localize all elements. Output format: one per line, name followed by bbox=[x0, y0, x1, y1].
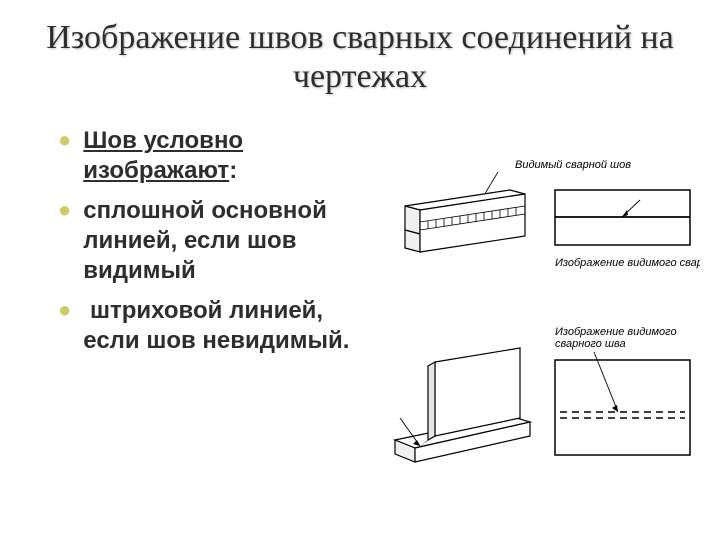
bullet-marker-icon: ● bbox=[58, 196, 71, 225]
diagram-label: Изображение видимого сварного шва bbox=[555, 257, 700, 269]
list-item: ● штриховой линией, если шов невидимый. bbox=[58, 296, 358, 356]
diagram-area: Видимый сварной шов bbox=[380, 160, 700, 500]
diagram-label: Видимый сварной шов bbox=[515, 160, 631, 171]
bullet-list: ● Шов условно изображают: ● сплошной осн… bbox=[58, 126, 358, 366]
diagram-label: Изображение видимого сварного шва bbox=[555, 326, 680, 350]
bullet-text: штриховой линией, если шов невидимый. bbox=[83, 296, 358, 356]
bullet-text: сплошной основной линией, если шов видим… bbox=[83, 196, 358, 286]
welding-diagram: Видимый сварной шов bbox=[380, 160, 700, 500]
bullet-marker-icon: ● bbox=[58, 296, 71, 325]
list-item: ● Шов условно изображают: bbox=[58, 126, 358, 186]
bullet-marker-icon: ● bbox=[58, 126, 71, 155]
page-title: Изображение швов сварных соединений на ч… bbox=[0, 18, 720, 96]
list-item: ● сплошной основной линией, если шов вид… bbox=[58, 196, 358, 286]
bullet-text: Шов условно изображают: bbox=[83, 126, 358, 186]
